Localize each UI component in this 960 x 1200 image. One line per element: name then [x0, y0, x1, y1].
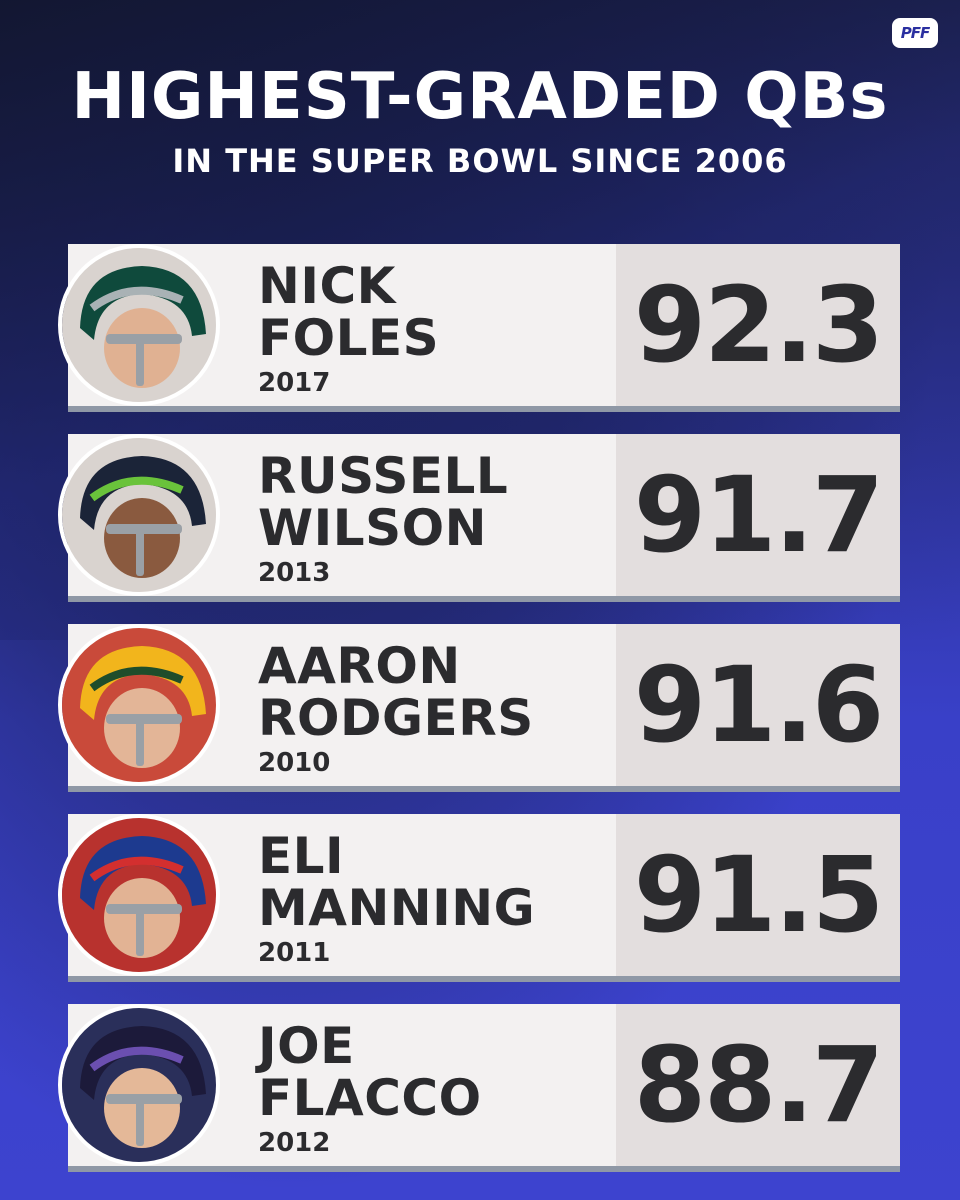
- helmet-icon: [62, 628, 216, 782]
- player-grade: 91.7: [633, 454, 885, 576]
- grade-panel: [616, 624, 900, 786]
- season-year: 2010: [258, 748, 331, 778]
- season-year: 2013: [258, 558, 331, 588]
- page-subtitle: IN THE SUPER BOWL SINCE 2006: [172, 142, 788, 180]
- player-row-flacco: JOE FLACCO 2012 88.7: [58, 1004, 900, 1172]
- helmet-icon: [62, 248, 216, 402]
- player-first-name: NICK: [258, 257, 396, 315]
- helmet-icon: [62, 438, 216, 592]
- helmet-icon: [62, 818, 216, 972]
- grade-panel: [616, 814, 900, 976]
- season-year: 2012: [258, 1128, 331, 1158]
- player-first-name: ELI: [258, 827, 345, 885]
- grade-panel: [616, 434, 900, 596]
- pff-logo: PFF: [892, 18, 938, 48]
- player-first-name: AARON: [258, 637, 461, 695]
- player-name: RUSSELL WILSON: [258, 450, 508, 554]
- player-grade: 91.6: [633, 644, 885, 766]
- grade-panel: [616, 244, 900, 406]
- player-first-name: RUSSELL: [258, 447, 509, 505]
- player-name: NICK FOLES: [258, 260, 439, 364]
- player-grade: 88.7: [633, 1024, 885, 1146]
- player-photo-avatar: [58, 244, 220, 406]
- player-last-name: RODGERS: [258, 689, 534, 747]
- player-last-name: WILSON: [258, 499, 487, 557]
- player-grade: 91.5: [633, 834, 885, 956]
- player-photo-avatar: [58, 1004, 220, 1166]
- player-first-name: JOE: [258, 1017, 355, 1075]
- row-underline: [68, 406, 900, 412]
- grade-panel: [616, 1004, 900, 1166]
- player-row-manning: ELI MANNING 2011 91.5: [58, 814, 900, 982]
- player-name: ELI MANNING: [258, 830, 535, 934]
- player-row-rodgers: AARON RODGERS 2010 91.6: [58, 624, 900, 792]
- player-row-foles: NICK FOLES 2017 92.3: [58, 244, 900, 412]
- player-photo-avatar: [58, 434, 220, 596]
- player-last-name: FOLES: [258, 309, 440, 367]
- player-name: JOE FLACCO: [258, 1020, 482, 1124]
- player-row-wilson: RUSSELL WILSON 2013 91.7: [58, 434, 900, 602]
- row-underline: [68, 786, 900, 792]
- row-underline: [68, 596, 900, 602]
- player-photo-avatar: [58, 624, 220, 786]
- player-last-name: FLACCO: [258, 1069, 482, 1127]
- player-last-name: MANNING: [258, 879, 536, 937]
- page-title: HIGHEST-GRADED QBs: [71, 60, 889, 134]
- player-photo-avatar: [58, 814, 220, 976]
- player-name: AARON RODGERS: [258, 640, 534, 744]
- player-grade: 92.3: [633, 264, 885, 386]
- row-underline: [68, 976, 900, 982]
- row-underline: [68, 1166, 900, 1172]
- season-year: 2017: [258, 368, 331, 398]
- helmet-icon: [62, 1008, 216, 1162]
- season-year: 2011: [258, 938, 331, 968]
